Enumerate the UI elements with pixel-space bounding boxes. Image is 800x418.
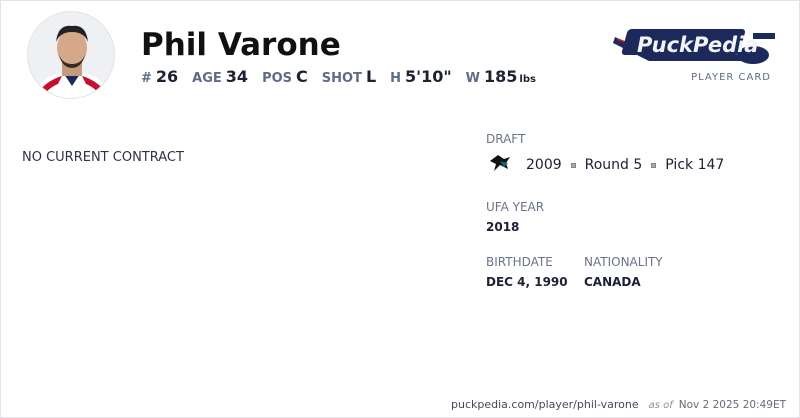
player-card-label: PLAYER CARD: [691, 72, 771, 83]
weight-unit: lbs: [519, 74, 536, 85]
ufa-year-value: 2018: [486, 220, 520, 234]
player-stats: #26 AGE 34 POS C SHOT L H 5'10" W 185 lbs: [141, 67, 536, 86]
player-url-link[interactable]: puckpedia.com/player/phil-varone: [451, 398, 639, 411]
shot-label: SHOT: [321, 71, 362, 86]
birthdate-value: DEC 4, 1990: [486, 275, 568, 289]
puckpedia-logo[interactable]: PuckPedia: [613, 25, 777, 73]
draft-year: 2009: [526, 157, 562, 173]
draft-round: Round 5: [584, 157, 643, 173]
draft-info: 2009 Round 5 Pick 147: [488, 153, 724, 177]
age-label: AGE: [192, 71, 222, 86]
number-label: #: [141, 71, 152, 86]
nationality-label: NATIONALITY: [584, 255, 663, 269]
timestamp: Nov 2 2025 20:49ET: [678, 399, 786, 411]
player-name: Phil Varone: [141, 27, 341, 63]
pos-value: C: [296, 67, 308, 86]
footer: puckpedia.com/player/phil-varone as of Nov…: [451, 398, 786, 411]
shot-value: L: [365, 67, 377, 86]
draft-label: DRAFT: [486, 132, 526, 146]
nationality-value: CANADA: [584, 275, 641, 289]
height-label: H: [390, 71, 402, 86]
weight-value: 185: [484, 67, 518, 86]
contract-status: NO CURRENT CONTRACT: [22, 150, 184, 165]
number-value: 26: [155, 67, 179, 86]
as-of-label: as of: [648, 400, 673, 411]
separator-icon: [651, 162, 657, 168]
pos-label: POS: [262, 71, 293, 86]
player-avatar: [27, 11, 115, 99]
logo-text: PuckPedia: [637, 33, 758, 57]
age-value: 34: [225, 67, 249, 86]
draft-pick: Pick 147: [665, 157, 725, 173]
height-value: 5'10": [405, 67, 452, 86]
weight-label: W: [465, 71, 481, 86]
ufa-year-label: UFA YEAR: [486, 200, 545, 214]
birthdate-label: BIRTHDATE: [486, 255, 553, 269]
sharks-logo-icon: [488, 153, 512, 177]
separator-icon: [570, 162, 576, 168]
